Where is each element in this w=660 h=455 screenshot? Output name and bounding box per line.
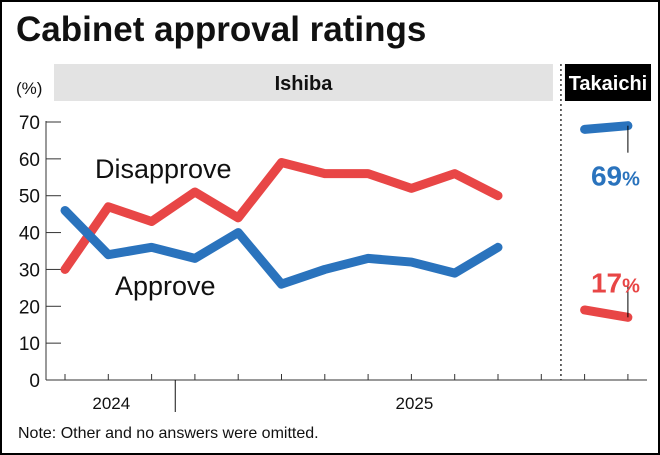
chart-title: Cabinet approval ratings <box>16 10 427 49</box>
y-tick-label: 20 <box>19 297 40 318</box>
y-tick-label: 0 <box>29 371 40 392</box>
latest-value-approve: 69% <box>591 161 640 192</box>
y-tick-label: 70 <box>19 113 40 134</box>
x-year-label: 2024 <box>92 394 130 413</box>
latest-value-disapprove: 17% <box>591 267 640 298</box>
x-year-label: 2025 <box>395 394 433 413</box>
y-tick-label: 10 <box>19 334 40 355</box>
y-tick-label: 30 <box>19 260 40 281</box>
period-band-ishiba <box>54 64 553 101</box>
chart-note: Note: Other and no answers were omitted. <box>18 425 319 442</box>
y-tick-label: 40 <box>19 224 40 245</box>
series-label-disapprove: Disapprove <box>95 154 232 184</box>
series-line-disapprove-takaichi <box>580 305 633 322</box>
series-line-approve-takaichi <box>580 121 633 134</box>
series-label-approve: Approve <box>115 271 216 301</box>
period-label-ishiba: Ishiba <box>275 73 334 95</box>
y-tick-label: 50 <box>19 187 40 208</box>
period-band-takaichi <box>564 64 651 101</box>
y-tick-label: 60 <box>19 150 40 171</box>
period-label-takaichi: Takaichi <box>569 73 648 95</box>
y-axis-label: (%) <box>16 79 42 98</box>
